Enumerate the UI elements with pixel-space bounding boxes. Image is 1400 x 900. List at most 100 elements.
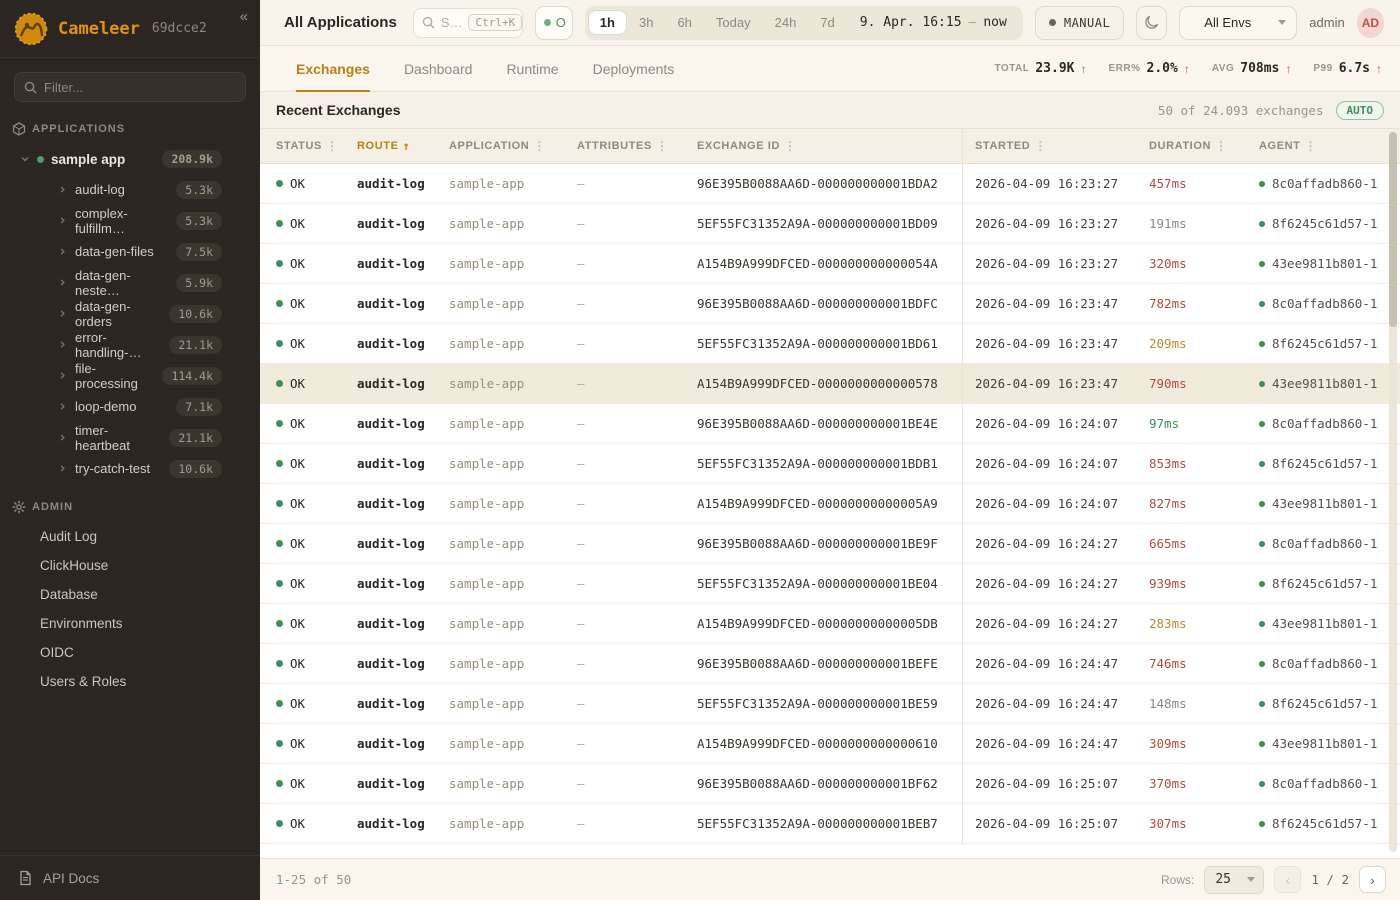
next-page-button[interactable]: › bbox=[1359, 866, 1386, 893]
sidebar-item-sample-app[interactable]: sample app 208.9k bbox=[0, 144, 260, 174]
sidebar-item-admin[interactable]: Users & Roles bbox=[0, 667, 260, 696]
table-row[interactable]: OK audit-log sample-app — 96E395B0088AA6… bbox=[260, 404, 1400, 444]
column-header[interactable]: DURATION ⋮ bbox=[1149, 129, 1259, 163]
avatar[interactable]: AD bbox=[1356, 7, 1384, 38]
sidebar-filter[interactable] bbox=[14, 72, 246, 102]
sidebar-item-admin[interactable]: Database bbox=[0, 580, 260, 609]
route-name: data-gen-orders bbox=[75, 298, 131, 329]
column-sort-icon[interactable]: ⋮ bbox=[325, 139, 339, 153]
sidebar-item-route[interactable]: audit-log 5.3k bbox=[0, 174, 260, 205]
admin-list: Audit Log ClickHouse Database Environmen… bbox=[0, 522, 260, 696]
column-header[interactable]: APPLICATION ⋮ bbox=[449, 129, 577, 163]
admin-section-label: ADMIN bbox=[12, 500, 248, 514]
sidebar-item-route[interactable]: file-processing 114.4k bbox=[0, 360, 260, 391]
table-row[interactable]: OK audit-log sample-app — 5EF55FC31352A9… bbox=[260, 444, 1400, 484]
table-row[interactable]: OK audit-log sample-app — 5EF55FC31352A9… bbox=[260, 804, 1400, 844]
table-row[interactable]: OK audit-log sample-app — A154B9A999DFCE… bbox=[260, 244, 1400, 284]
column-header[interactable]: ROUTE ↑ bbox=[357, 129, 449, 163]
column-header[interactable]: EXCHANGE ID ⋮ bbox=[697, 129, 962, 163]
online-status-button[interactable]: O bbox=[534, 5, 573, 40]
status-dot bbox=[276, 500, 283, 507]
time-range-option[interactable]: Today bbox=[715, 15, 751, 30]
column-sort-icon[interactable]: ⋮ bbox=[1215, 139, 1228, 153]
sidebar-item-route[interactable]: data-gen-files 7.5k bbox=[0, 236, 260, 267]
chevron-right-icon[interactable] bbox=[58, 371, 67, 380]
table-row[interactable]: OK audit-log sample-app — 5EF55FC31352A9… bbox=[260, 684, 1400, 724]
chevron-right-icon[interactable] bbox=[58, 278, 67, 287]
duration-cell: 370ms bbox=[1149, 764, 1259, 803]
chevron-right-icon[interactable] bbox=[58, 185, 67, 194]
vertical-scrollbar[interactable] bbox=[1389, 132, 1397, 852]
sidebar-item-route[interactable]: data-gen-neste… 5.9k bbox=[0, 267, 260, 298]
table-row[interactable]: OK audit-log sample-app — 5EF55FC31352A9… bbox=[260, 324, 1400, 364]
status-dot bbox=[276, 300, 283, 307]
chevron-right-icon[interactable] bbox=[58, 402, 67, 411]
column-label: ATTRIBUTES bbox=[577, 140, 652, 152]
sidebar-collapse-icon[interactable]: « bbox=[239, 8, 248, 25]
table-row[interactable]: OK audit-log sample-app — 5EF55FC31352A9… bbox=[260, 564, 1400, 604]
tab[interactable]: Dashboard bbox=[403, 60, 473, 77]
time-range-option[interactable]: 3h bbox=[638, 15, 654, 30]
sidebar-item-admin[interactable]: Environments bbox=[0, 609, 260, 638]
column-header[interactable]: STATUS ⋮ bbox=[276, 129, 357, 163]
chevron-right-icon[interactable] bbox=[58, 340, 67, 349]
manual-refresh-button[interactable]: MANUAL bbox=[1034, 5, 1125, 40]
column-sort-icon[interactable]: ⋮ bbox=[533, 139, 546, 153]
scrollbar-thumb[interactable] bbox=[1389, 132, 1397, 327]
cameleer-logo bbox=[14, 12, 48, 46]
chevron-right-icon[interactable] bbox=[58, 464, 67, 473]
filter-input[interactable] bbox=[44, 79, 236, 95]
table-row[interactable]: OK audit-log sample-app — 96E395B0088AA6… bbox=[260, 164, 1400, 204]
column-header[interactable]: STARTED ⋮ bbox=[962, 129, 1149, 163]
table-row[interactable]: OK audit-log sample-app — 5EF55FC31352A9… bbox=[260, 204, 1400, 244]
tab[interactable]: Deployments bbox=[592, 60, 675, 77]
sidebar-item-route[interactable]: complex-fulfillm… 5.3k bbox=[0, 205, 260, 236]
time-range-option[interactable]: 24h bbox=[774, 15, 797, 30]
sidebar-item-admin[interactable]: ClickHouse bbox=[0, 551, 260, 580]
agent-cell: 8c0affadb860-1 bbox=[1259, 644, 1386, 683]
chevron-right-icon[interactable] bbox=[58, 247, 67, 256]
sidebar-item-admin[interactable]: Audit Log bbox=[0, 522, 260, 551]
env-select[interactable]: All Envs bbox=[1179, 5, 1298, 40]
column-sort-icon[interactable]: ⋮ bbox=[1034, 139, 1047, 153]
sidebar-item-route[interactable]: data-gen-orders 10.6k bbox=[0, 298, 260, 329]
column-sort-icon[interactable]: ⋮ bbox=[784, 139, 797, 153]
chevron-right-icon[interactable] bbox=[58, 309, 67, 318]
tab[interactable]: Exchanges bbox=[296, 46, 370, 92]
table-row[interactable]: OK audit-log sample-app — A154B9A999DFCE… bbox=[260, 724, 1400, 764]
sidebar-item-api-docs[interactable]: API Docs bbox=[0, 855, 260, 900]
prev-page-button[interactable]: ‹ bbox=[1274, 866, 1302, 893]
column-label: STATUS bbox=[276, 140, 322, 152]
sidebar-item-route[interactable]: loop-demo 7.1k bbox=[0, 391, 260, 422]
chevron-right-icon[interactable] bbox=[58, 433, 67, 442]
agent-cell: 8f6245c61d57-1 bbox=[1259, 324, 1386, 363]
time-range-option[interactable]: 6h bbox=[677, 15, 692, 30]
auto-refresh-badge[interactable]: AUTO bbox=[1335, 100, 1384, 120]
sidebar-item-route[interactable]: timer-heartbeat 21.1k bbox=[0, 422, 260, 453]
table-row[interactable]: OK audit-log sample-app — A154B9A999DFCE… bbox=[260, 604, 1400, 644]
rows-per-page-select[interactable]: 25 bbox=[1204, 865, 1265, 894]
column-header[interactable]: ATTRIBUTES ⋮ bbox=[577, 129, 697, 163]
time-range-option[interactable]: 7d bbox=[820, 15, 835, 30]
table-row[interactable]: OK audit-log sample-app — 96E395B0088AA6… bbox=[260, 524, 1400, 564]
table-row[interactable]: OK audit-log sample-app — 96E395B0088AA6… bbox=[260, 644, 1400, 684]
column-sort-icon[interactable]: ⋮ bbox=[1304, 139, 1318, 153]
tab[interactable]: Runtime bbox=[506, 60, 559, 77]
time-range-display[interactable]: 9. Apr. 16:15 – now bbox=[847, 15, 1020, 30]
time-range-option[interactable]: 1h bbox=[587, 10, 627, 35]
sidebar-item-admin[interactable]: OIDC bbox=[0, 638, 260, 667]
table-row[interactable]: OK audit-log sample-app — A154B9A999DFCE… bbox=[260, 484, 1400, 524]
table-row[interactable]: OK audit-log sample-app — 96E395B0088AA6… bbox=[260, 764, 1400, 804]
theme-toggle-button[interactable] bbox=[1136, 5, 1168, 40]
table-row[interactable]: OK audit-log sample-app — A154B9A999DFCE… bbox=[260, 364, 1400, 404]
chevron-right-icon[interactable] bbox=[58, 216, 67, 225]
column-sort-icon[interactable]: ↑ bbox=[402, 139, 411, 153]
column-header[interactable]: AGENT ⋮ bbox=[1259, 129, 1386, 163]
column-sort-icon[interactable]: ⋮ bbox=[655, 139, 669, 153]
chevron-down-icon[interactable] bbox=[20, 154, 30, 164]
table-row[interactable]: OK audit-log sample-app — 96E395B0088AA6… bbox=[260, 284, 1400, 324]
sidebar-item-route[interactable]: try-catch-test 10.6k bbox=[0, 453, 260, 484]
search-box[interactable]: S… Ctrl+K bbox=[412, 7, 523, 38]
sidebar-item-route[interactable]: error-handling-… 21.1k bbox=[0, 329, 260, 360]
started-cell: 2026-04-09 16:24:07 bbox=[962, 404, 1149, 443]
